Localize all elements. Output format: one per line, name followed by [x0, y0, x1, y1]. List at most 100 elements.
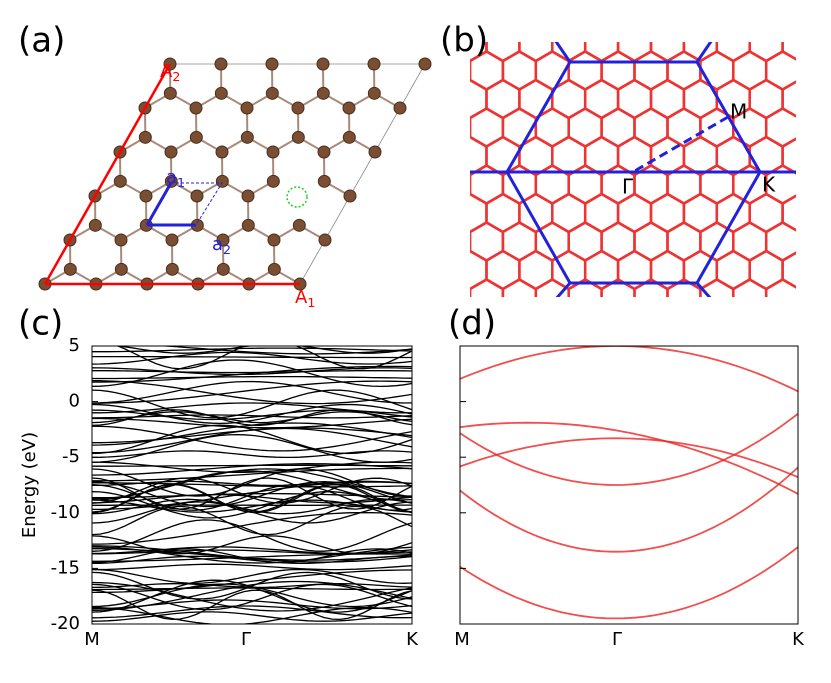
panel-label: (a) — [18, 21, 65, 61]
atom — [216, 146, 228, 158]
vector-label: a1 — [166, 167, 185, 190]
atom — [318, 146, 330, 158]
atom — [343, 131, 355, 143]
hexagon — [733, 0, 766, 33]
hexagon — [733, 280, 766, 318]
x-tick-label: K — [406, 629, 419, 650]
hexagon — [700, 337, 733, 375]
hexagon — [602, 280, 635, 318]
y-axis-label: Energy (eV) — [19, 432, 40, 538]
band — [92, 435, 412, 463]
atom — [394, 102, 406, 114]
atom — [317, 58, 329, 70]
hexagon — [668, 280, 701, 318]
atom — [114, 175, 126, 187]
y-tick-label: 5 — [69, 335, 80, 356]
atom — [369, 146, 381, 158]
hexagon — [816, 80, 831, 118]
hexagon — [783, 308, 816, 346]
hexagon — [421, 251, 454, 289]
hexagon — [602, 337, 635, 375]
bands-d — [460, 346, 798, 618]
band — [92, 371, 412, 373]
subscript: 2 — [172, 69, 180, 84]
k-point: M — [730, 100, 747, 124]
hexagon — [799, 166, 831, 204]
atom — [292, 102, 304, 114]
bands-c — [92, 340, 412, 624]
unfolded-band — [460, 346, 798, 391]
atom — [267, 146, 279, 158]
atom — [242, 219, 254, 231]
k-point: Γ — [622, 175, 634, 199]
y-tick-label: -10 — [51, 502, 80, 523]
hexagon — [816, 137, 831, 175]
atom — [241, 102, 253, 114]
subscript: 1 — [307, 295, 315, 310]
hexagon — [816, 194, 831, 232]
atom — [268, 234, 280, 246]
k-point: K — [762, 173, 776, 197]
hexagon — [766, 0, 799, 33]
atom — [166, 234, 178, 246]
hexagon — [651, 308, 684, 346]
atom — [215, 58, 227, 70]
hexagon — [437, 166, 470, 204]
band — [92, 357, 412, 358]
hexagon — [766, 280, 799, 318]
panel-label: (d) — [448, 304, 496, 344]
letter: A — [295, 287, 308, 308]
hexagon — [536, 280, 569, 318]
hexagon — [437, 223, 470, 261]
unfolded-band — [460, 438, 798, 477]
hexagon — [635, 337, 668, 375]
letter: a — [166, 167, 177, 188]
letter: a — [212, 234, 223, 255]
letter: A — [160, 61, 173, 82]
x-tick-label: M — [454, 629, 470, 650]
hexagon — [421, 194, 454, 232]
y-tick-label: 0 — [69, 391, 80, 412]
atom — [293, 219, 305, 231]
hexagon — [684, 308, 717, 346]
hexagon — [717, 308, 750, 346]
band — [92, 377, 412, 379]
hexagon — [618, 308, 651, 346]
hexagon — [421, 80, 454, 118]
hexagon — [536, 0, 569, 33]
x-tick-label: Γ — [612, 629, 622, 650]
hexagon — [700, 0, 733, 33]
atom — [217, 263, 229, 275]
atom — [242, 190, 254, 202]
vacancy — [287, 187, 307, 207]
hexagon — [799, 109, 831, 147]
x-tick-label: Γ — [241, 629, 251, 650]
subscript: 1 — [177, 175, 185, 190]
hexagon — [799, 0, 831, 33]
unfolded-band — [460, 467, 798, 551]
atom — [139, 131, 151, 143]
atom — [165, 146, 177, 158]
y-tick-label: -15 — [51, 557, 80, 578]
hexagon — [799, 52, 831, 90]
hexagon — [766, 337, 799, 375]
hexagon — [536, 337, 569, 375]
hexagon — [503, 0, 536, 33]
hexagon — [816, 23, 831, 61]
hexagon — [635, 0, 668, 33]
panel-label: (c) — [18, 304, 63, 344]
atom — [140, 190, 152, 202]
panel-label: (b) — [440, 21, 488, 61]
panel-a — [39, 58, 431, 290]
atom — [190, 102, 202, 114]
y-tick-label: -20 — [51, 613, 80, 634]
subscript: 2 — [223, 242, 231, 257]
atom — [191, 190, 203, 202]
atom — [115, 263, 127, 275]
unfolded-band — [460, 547, 798, 618]
atom — [344, 190, 356, 202]
hexagon — [799, 337, 831, 375]
atom — [89, 219, 101, 231]
